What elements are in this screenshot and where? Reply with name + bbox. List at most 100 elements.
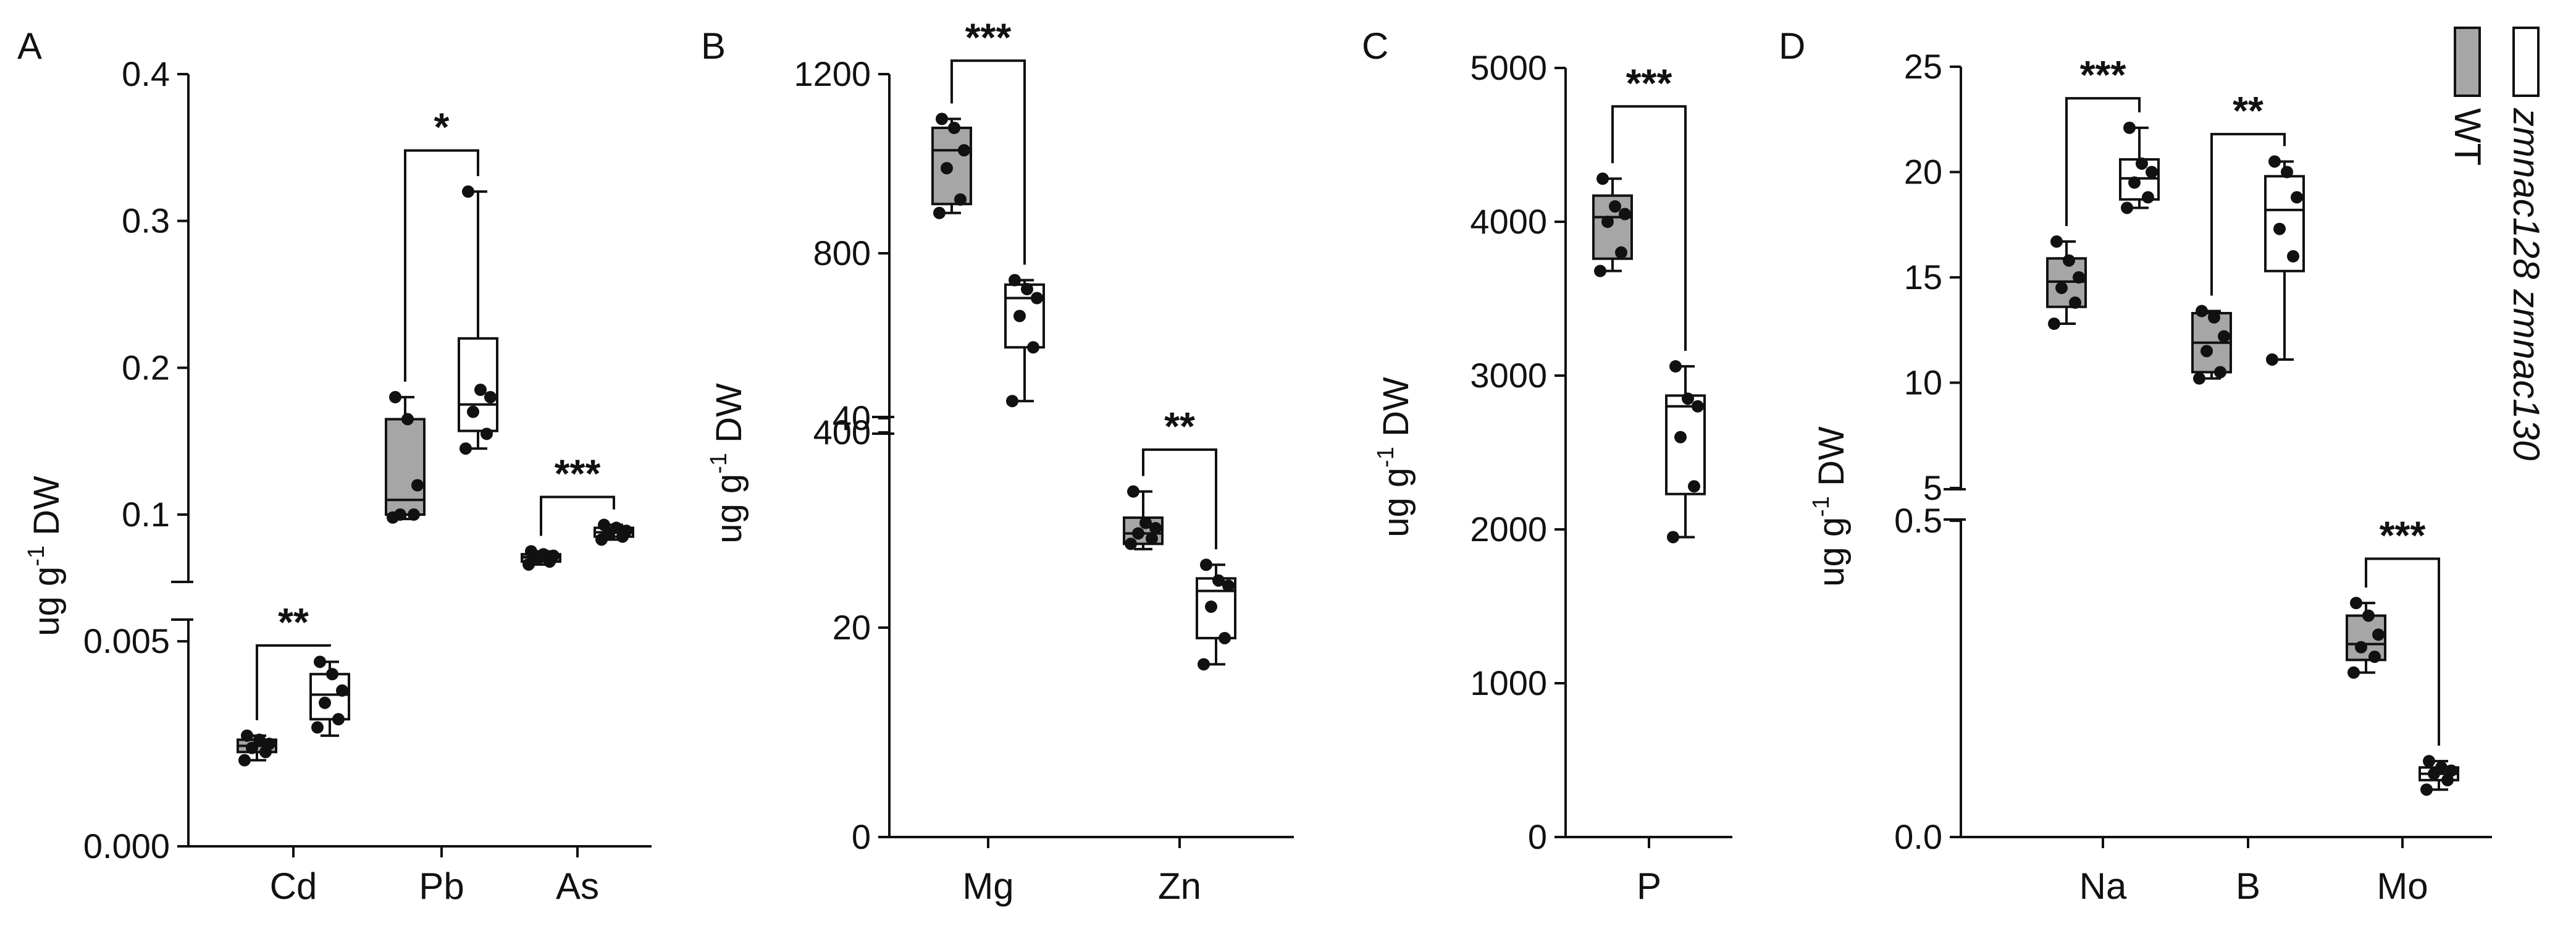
data-point xyxy=(547,549,560,562)
box-Cd-mutant xyxy=(309,655,350,737)
data-point xyxy=(480,427,493,440)
y-tick-label: 2000 xyxy=(1470,510,1547,549)
y-tick-label: 0.3 xyxy=(122,201,170,240)
y-tick-label: 0.0 xyxy=(1894,817,1942,856)
data-point xyxy=(525,545,537,558)
y-axis-label-sup: -1 xyxy=(23,545,49,566)
box-Zn-wt xyxy=(1123,485,1164,550)
data-point xyxy=(336,684,348,697)
significance-Mg: *** xyxy=(950,15,1026,265)
box-P-mutant xyxy=(1665,360,1706,544)
data-point xyxy=(2362,609,2375,622)
data-point xyxy=(1619,208,1631,221)
data-point xyxy=(1146,532,1158,545)
data-point xyxy=(598,518,610,531)
data-point xyxy=(2268,155,2281,168)
y-axis-label: ug g-1 DW xyxy=(1808,426,1852,587)
significance-Pb: * xyxy=(404,105,479,382)
data-point xyxy=(389,390,401,403)
y-tick-label: 0 xyxy=(1528,817,1547,856)
data-point xyxy=(459,442,472,455)
data-point xyxy=(1127,485,1139,498)
box-Pb-mutant xyxy=(458,185,498,455)
significance-Zn: ** xyxy=(1142,404,1217,550)
legend-label-wt: WT xyxy=(2447,108,2488,166)
panel-label: B xyxy=(701,25,726,67)
significance-bracket xyxy=(950,59,1026,265)
data-point xyxy=(1205,600,1217,613)
significance-B: ** xyxy=(2210,88,2286,296)
significance-stars: *** xyxy=(965,15,1012,59)
data-point xyxy=(2123,121,2136,134)
data-point xyxy=(1027,341,1039,354)
y-axis-label-text: ug g xyxy=(27,566,67,636)
y-tick-label: 10 xyxy=(1904,363,1942,402)
y-tick-label: 0 xyxy=(852,817,871,856)
data-point xyxy=(2073,271,2085,284)
data-point xyxy=(1132,527,1144,540)
data-point xyxy=(2193,372,2205,385)
y-axis-label-text: ug g xyxy=(1376,468,1416,537)
data-point xyxy=(1006,395,1018,408)
data-point xyxy=(326,668,338,681)
data-point xyxy=(1139,516,1152,529)
y-tick-label: 15 xyxy=(1904,258,1942,297)
y-tick-label: 5000 xyxy=(1470,48,1547,87)
data-point xyxy=(246,741,258,754)
data-point xyxy=(2218,330,2230,343)
x-tick-label: As xyxy=(556,865,599,907)
data-point xyxy=(2420,783,2433,796)
y-tick-label: 20 xyxy=(833,608,871,647)
significance-Na: *** xyxy=(2065,53,2141,227)
data-point xyxy=(2287,250,2299,263)
box-Na-wt xyxy=(2046,235,2087,330)
data-point xyxy=(2063,254,2075,267)
data-point xyxy=(394,508,406,521)
y-tick-label: 40 xyxy=(833,398,871,437)
data-point xyxy=(1669,360,1682,373)
data-point xyxy=(2441,773,2454,786)
data-point xyxy=(2372,628,2385,641)
significance-bracket xyxy=(2065,97,2141,227)
data-point xyxy=(2146,166,2158,179)
x-tick-label: Na xyxy=(2079,865,2127,907)
significance-bracket xyxy=(2365,557,2440,746)
box-As-wt xyxy=(521,545,561,571)
data-point xyxy=(2273,222,2286,235)
data-point xyxy=(332,713,345,726)
data-point xyxy=(954,193,967,206)
x-tick-label: Mg xyxy=(962,865,1013,907)
data-point xyxy=(1601,216,1614,228)
data-point xyxy=(936,112,948,125)
data-point xyxy=(2196,305,2208,318)
y-axis-label-sup: -1 xyxy=(706,453,732,474)
box-Mo-mutant xyxy=(2419,755,2459,796)
data-point xyxy=(2445,764,2457,777)
data-point xyxy=(263,738,275,751)
data-point xyxy=(1594,264,1606,277)
significance-stars: *** xyxy=(2080,53,2126,97)
data-point xyxy=(2355,641,2367,654)
data-point xyxy=(408,508,420,521)
y-axis-label-text: ug g xyxy=(709,474,749,544)
box-Mg-mutant xyxy=(1004,274,1045,408)
y-tick-label: 0.000 xyxy=(83,827,170,865)
significance-bracket xyxy=(540,495,615,536)
data-point xyxy=(314,655,326,668)
box-Mg-wt xyxy=(931,112,972,219)
data-point xyxy=(2435,761,2448,774)
box-iqr xyxy=(309,673,350,721)
data-point xyxy=(2423,755,2435,768)
data-point xyxy=(2201,345,2213,358)
data-point xyxy=(537,548,550,561)
box-Zn-mutant xyxy=(1196,558,1236,671)
significance-stars: ** xyxy=(278,600,309,644)
data-point xyxy=(311,721,324,734)
box-B-wt xyxy=(2191,305,2232,385)
panel-label: A xyxy=(17,25,42,67)
data-point xyxy=(1013,309,1026,322)
x-tick-label: B xyxy=(2236,865,2260,907)
